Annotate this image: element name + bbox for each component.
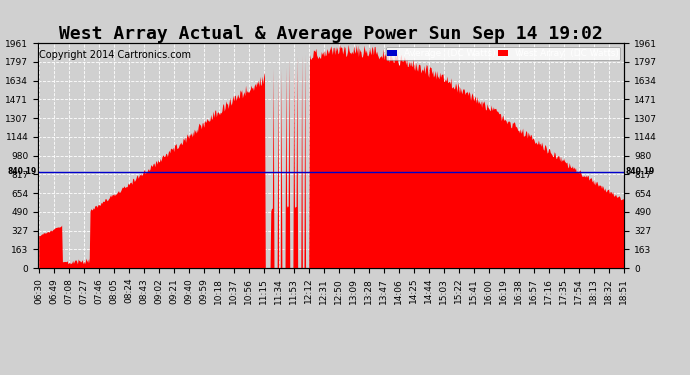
Title: West Array Actual & Average Power Sun Sep 14 19:02: West Array Actual & Average Power Sun Se… [59, 25, 603, 43]
Text: 840.19: 840.19 [8, 167, 37, 176]
Legend: Average  (DC Watts), West Array  (DC Watts): Average (DC Watts), West Array (DC Watts… [386, 47, 620, 60]
Text: 840.19: 840.19 [626, 167, 655, 176]
Text: Copyright 2014 Cartronics.com: Copyright 2014 Cartronics.com [39, 50, 191, 60]
